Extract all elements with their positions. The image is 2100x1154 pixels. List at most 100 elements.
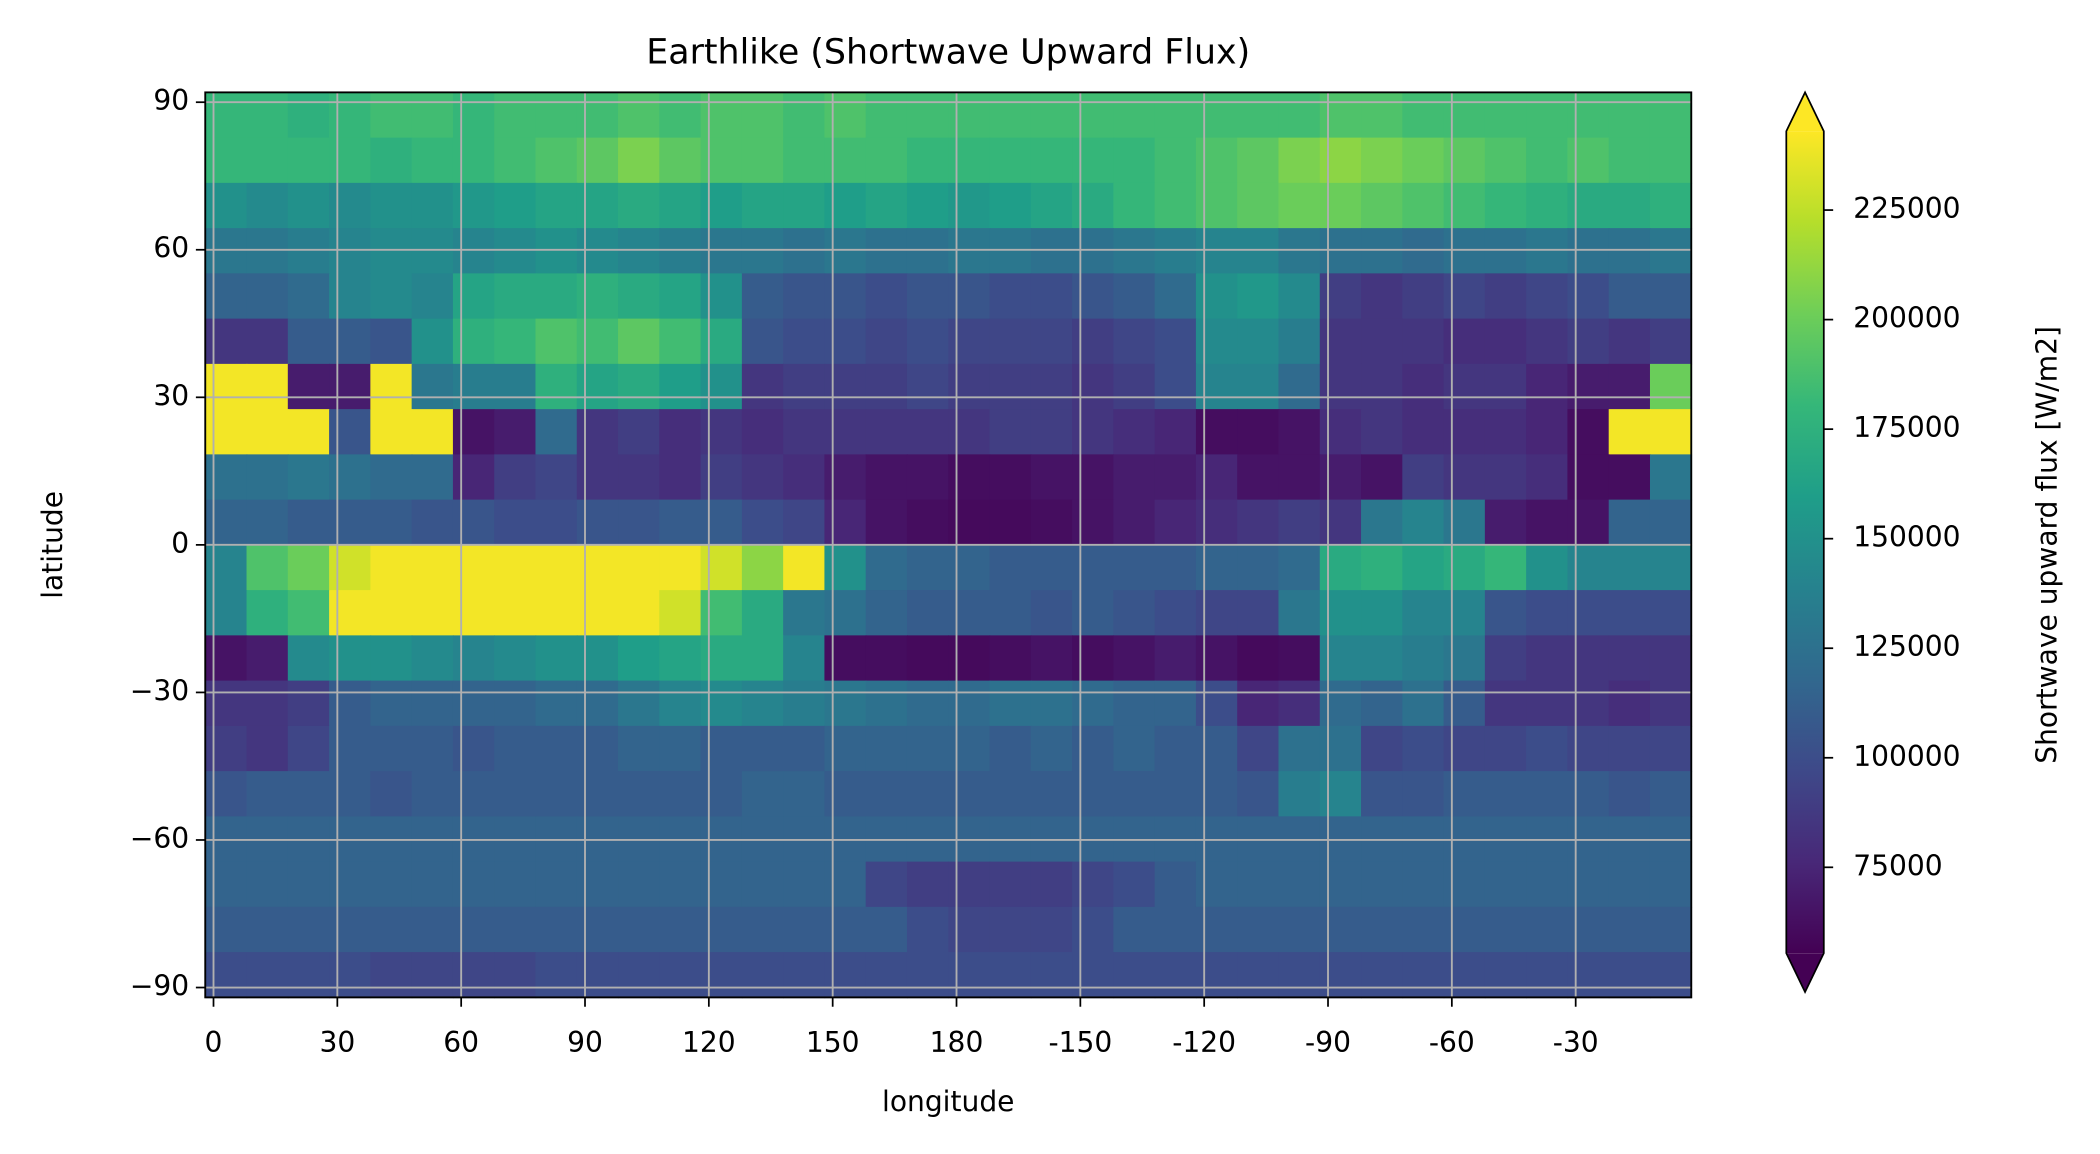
cell (783, 137, 826, 184)
cell (1361, 680, 1404, 727)
cell (205, 137, 248, 184)
cell (1237, 861, 1280, 908)
cell (618, 590, 661, 637)
cell (659, 725, 702, 772)
cell (287, 952, 330, 999)
cell (659, 499, 702, 546)
cell (865, 590, 908, 637)
cell (1567, 906, 1610, 953)
cell (329, 137, 372, 184)
cell (1484, 409, 1527, 456)
y-tick-label: −90 (130, 970, 189, 1003)
cell (1526, 454, 1569, 501)
cell (329, 861, 372, 908)
cell (1195, 906, 1239, 953)
cell (989, 544, 1032, 591)
cell (1608, 454, 1651, 501)
cell (1195, 363, 1239, 410)
cell (741, 590, 784, 637)
cell (205, 363, 248, 410)
colorbar-tick-label: 175000 (1853, 411, 1960, 444)
x-axis-label: longitude (882, 1085, 1014, 1118)
cell (1402, 137, 1445, 184)
cell (452, 544, 496, 591)
cell (700, 228, 743, 275)
cell (1113, 92, 1156, 139)
cell (329, 318, 372, 365)
cell (618, 409, 661, 456)
cell (411, 861, 454, 908)
cell (1072, 635, 1115, 682)
cell (700, 363, 743, 410)
cell (1526, 499, 1569, 546)
cell (1402, 635, 1445, 682)
cell (783, 635, 826, 682)
cell (948, 635, 991, 682)
cell (700, 725, 743, 772)
cell (1072, 92, 1115, 139)
cell (1195, 499, 1239, 546)
cell (1237, 228, 1280, 275)
cell (1195, 725, 1239, 772)
cell (865, 273, 908, 320)
cell (906, 318, 950, 365)
cell (1319, 363, 1362, 410)
cell (1526, 544, 1569, 591)
y-tick-label: 60 (153, 232, 189, 265)
cell (205, 680, 248, 727)
cell (1484, 137, 1527, 184)
cell (741, 952, 784, 999)
cell (205, 725, 248, 772)
cell (411, 906, 454, 953)
cell (989, 137, 1032, 184)
cell (1030, 680, 1073, 727)
cell (494, 680, 537, 727)
cell (1649, 92, 1693, 139)
cell (989, 318, 1032, 365)
cell (1443, 454, 1486, 501)
cell (659, 92, 702, 139)
cell (1361, 590, 1404, 637)
cell (494, 454, 537, 501)
cell (618, 952, 661, 999)
cell (1567, 544, 1610, 591)
cell (906, 861, 950, 908)
cell (1361, 771, 1404, 818)
cell (989, 635, 1032, 682)
cell (370, 409, 413, 456)
cell (1030, 906, 1073, 953)
cell (824, 273, 867, 320)
cell (246, 454, 289, 501)
cell (1567, 952, 1610, 999)
x-tick-label: 60 (443, 1026, 479, 1059)
cell (1608, 590, 1651, 637)
chart-title: Earthlike (Shortwave Upward Flux) (646, 33, 1250, 73)
cell (1278, 771, 1321, 818)
cell (576, 635, 619, 682)
cell (1526, 409, 1569, 456)
cell (824, 861, 867, 908)
cell (783, 454, 826, 501)
cell (948, 92, 991, 139)
cell (494, 363, 537, 410)
cell (1608, 771, 1651, 818)
cell (1154, 92, 1197, 139)
cell (1154, 363, 1197, 410)
cell (1402, 273, 1445, 320)
cell (783, 725, 826, 772)
cell (576, 92, 619, 139)
cell (452, 861, 496, 908)
cell (1278, 409, 1321, 456)
cell (494, 725, 537, 772)
cell (494, 590, 537, 637)
cell (535, 228, 578, 275)
cell (1484, 273, 1527, 320)
cell (329, 952, 372, 999)
cell (452, 92, 496, 139)
cell (452, 273, 496, 320)
cell (1443, 318, 1486, 365)
cell (1402, 680, 1445, 727)
cell (783, 363, 826, 410)
cell (411, 318, 454, 365)
cell (535, 906, 578, 953)
